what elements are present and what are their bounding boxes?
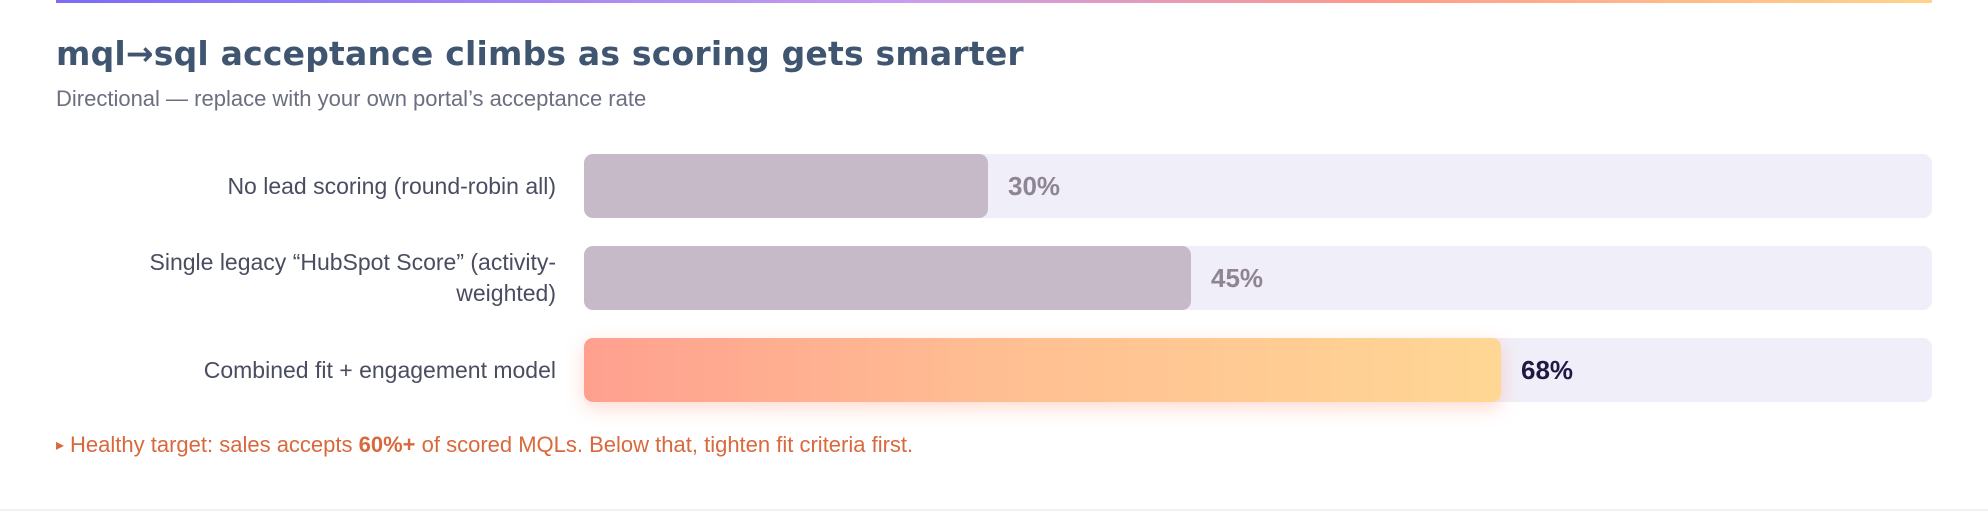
category-label: No lead scoring (round-robin all) [227, 172, 556, 199]
bar-chart: No lead scoring (round-robin all) 30% Sing… [149, 154, 1932, 402]
bar [584, 154, 988, 218]
triangle-marker-icon: ▸ [56, 437, 65, 454]
footnote-text-after: of scored MQLs. Below that, tighten fit … [415, 432, 914, 457]
category-label: Combined fit + engagement model [203, 356, 556, 383]
chart-subtitle: Directional — replace with your own port… [56, 86, 647, 111]
bar-track: 68% [584, 338, 1932, 402]
bar-track: 45% [584, 246, 1932, 310]
bar [584, 338, 1501, 402]
value-label: 68% [1521, 355, 1574, 385]
bottom-divider [0, 509, 1988, 511]
footnote: ▸ Healthy target: sales accepts 60%+ of s… [56, 432, 913, 458]
chart-title: mql→sql acceptance climbs as scoring get… [56, 34, 1024, 73]
value-label: 30% [1008, 171, 1061, 201]
footnote-emphasis: 60%+ [358, 432, 416, 457]
value-label: 45% [1211, 263, 1264, 293]
bar-track: 30% [584, 154, 1932, 218]
category-label: Single legacy “HubSpot Score” (activity-… [149, 249, 557, 306]
top-accent-rule [56, 0, 1932, 3]
bar [584, 246, 1191, 310]
footnote-text-before: Healthy target: sales accepts [70, 432, 359, 457]
